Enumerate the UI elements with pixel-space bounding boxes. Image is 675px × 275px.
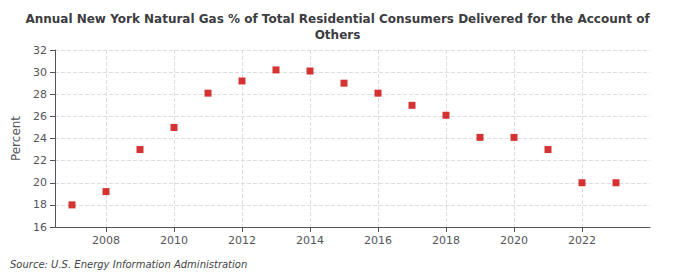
svg-text:2016: 2016 [364, 234, 392, 247]
svg-text:2012: 2012 [228, 234, 256, 247]
svg-text:20: 20 [33, 176, 47, 189]
svg-text:2018: 2018 [432, 234, 460, 247]
svg-text:2008: 2008 [92, 234, 120, 247]
svg-text:Source: U.S. Energy Informatio: Source: U.S. Energy Information Administ… [10, 259, 247, 270]
svg-text:32: 32 [33, 44, 47, 57]
svg-text:Percent: Percent [9, 116, 23, 161]
svg-text:2020: 2020 [500, 234, 528, 247]
svg-text:24: 24 [33, 132, 47, 145]
svg-text:16: 16 [33, 221, 47, 234]
svg-text:2014: 2014 [296, 234, 324, 247]
svg-text:28: 28 [33, 88, 47, 101]
svg-text:2010: 2010 [160, 234, 188, 247]
svg-text:2022: 2022 [568, 234, 596, 247]
svg-text:Others: Others [315, 28, 361, 42]
svg-text:Annual New York Natural Gas %: Annual New York Natural Gas % of Total R… [25, 12, 650, 26]
svg-text:22: 22 [33, 154, 47, 167]
svg-text:26: 26 [33, 110, 47, 123]
svg-text:18: 18 [33, 198, 47, 211]
svg-text:30: 30 [33, 66, 47, 79]
